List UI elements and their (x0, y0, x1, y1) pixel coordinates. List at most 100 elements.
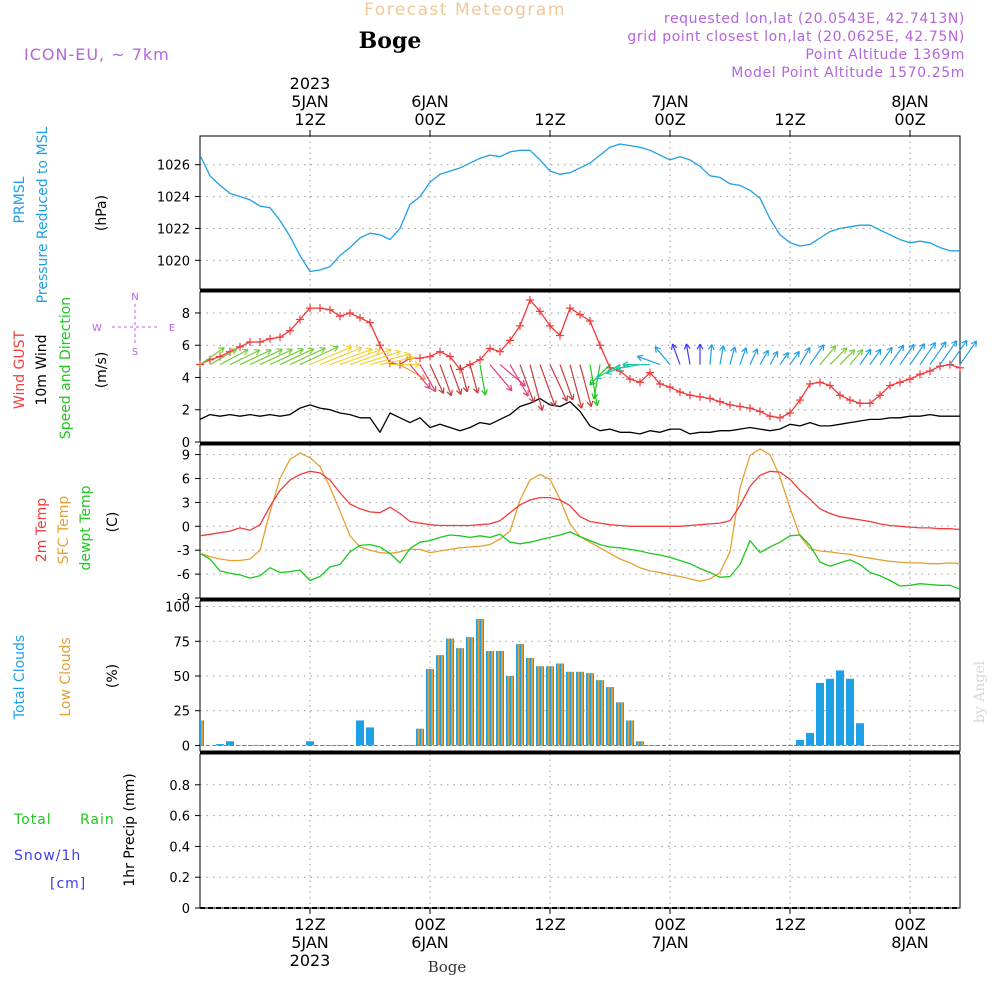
arrow-shaft (499, 364, 526, 387)
arrow-head (345, 345, 352, 348)
arrow-shaft (769, 351, 779, 365)
arrow-shaft (479, 364, 486, 396)
wind-label: 10m Wind (34, 334, 50, 405)
total-clouds-bar (496, 651, 504, 746)
wind-direction-arrow (889, 344, 905, 365)
panel-2: 0 2 4 6 8 (182, 291, 961, 451)
arrow-shaft (919, 342, 936, 365)
gust-marker (876, 391, 884, 400)
low-clouds-bar (441, 655, 443, 746)
low-clouds-bar (547, 666, 550, 746)
arrow-head (466, 385, 470, 393)
arrow-head (367, 348, 373, 355)
arrow-shaft (349, 348, 392, 366)
low-clouds-bar (641, 741, 643, 746)
direction-label: Speed and Direction (58, 297, 74, 439)
wind-direction-arrow (259, 348, 294, 366)
arrow-shaft (839, 349, 856, 366)
arrow-head (741, 347, 747, 353)
wind-direction-arrow (622, 361, 650, 368)
low-clouds-bar (597, 680, 600, 746)
arrow-shaft (719, 345, 724, 365)
total-clouds-bar (226, 741, 234, 746)
wind-direction-arrow (809, 344, 825, 365)
gust-marker (596, 341, 604, 350)
arrow-head (522, 380, 526, 387)
arrow-head (772, 350, 778, 356)
gust-marker (526, 296, 534, 305)
gust-marker (706, 394, 714, 403)
arrow-head (218, 347, 225, 349)
arrow-head (934, 342, 937, 349)
arrow-head (944, 341, 947, 348)
total-clouds-bar (796, 739, 804, 746)
arrow-shaft (279, 348, 315, 366)
y-tick-label: 0.8 (169, 779, 190, 794)
y-tick-label: 1026 (157, 159, 190, 174)
y-tick-label: 1020 (157, 254, 190, 269)
wind-direction-arrow (729, 346, 737, 365)
arrow-head (844, 347, 848, 354)
panel-frame (199, 444, 961, 599)
gust-marker (936, 362, 944, 371)
arrow-shaft (529, 364, 543, 411)
bottom-time-label: 00Z (894, 915, 925, 934)
arrow-shaft (799, 347, 811, 365)
wind-direction-arrow (819, 345, 837, 365)
gust-marker (256, 338, 264, 346)
wind-direction-arrow (269, 348, 304, 366)
wind-direction-arrow (683, 343, 691, 365)
arrow-head (533, 396, 536, 403)
total-clouds-bar (616, 702, 624, 746)
arrow-shaft (685, 343, 691, 365)
arrow-head (572, 393, 575, 401)
wind-direction-arrow (509, 364, 529, 397)
gust-marker (726, 400, 734, 409)
wind-direction-arrow (789, 350, 800, 365)
arrow-shaft (859, 348, 872, 365)
bottom-time-label: 8JAN (891, 933, 929, 952)
wind-direction-arrow (289, 347, 326, 366)
total-clouds-bar (586, 673, 594, 746)
bottom-time-label: 00Z (414, 915, 445, 934)
arrow-head (455, 390, 462, 395)
low-clouds-bar (447, 638, 450, 746)
arrow-shaft (899, 344, 915, 365)
wind-direction-arrow (909, 343, 926, 365)
low-clouds-bar (427, 669, 430, 746)
gust-marker (316, 304, 324, 313)
y-tick-label: 8 (182, 307, 190, 322)
bottom-time-label: 7JAN (651, 933, 689, 952)
prmsl-label: PRMSL (12, 176, 28, 223)
gust-marker (746, 404, 754, 413)
arrow-shaft (569, 364, 583, 409)
arrow-shaft (589, 364, 611, 386)
bottom-time-label: 00Z (654, 915, 685, 934)
gust-marker (476, 355, 484, 364)
top-time-label: 8JAN (891, 92, 929, 111)
dewpt-label: dewpt Temp (78, 485, 94, 570)
arrow-head (856, 348, 863, 353)
low-clouds-bar (461, 648, 463, 746)
arrow-shaft (949, 339, 968, 365)
top-time-label: 00Z (414, 110, 445, 129)
arrow-head (267, 349, 272, 356)
grid-point-coords: grid point closest lon,lat (20.0625E, 42… (627, 29, 965, 45)
arrow-shaft (329, 348, 373, 366)
arrow-shaft (879, 346, 893, 365)
arrow-head (762, 349, 769, 354)
low-clouds-bar (451, 638, 453, 746)
wind-direction-arrow (199, 347, 225, 366)
total-clouds-bar (836, 670, 844, 746)
wind-unit-label: (m/s) (94, 352, 110, 389)
low-clouds-bar (481, 619, 483, 746)
total-clouds-bar (626, 720, 634, 746)
low-clouds-bar (467, 637, 470, 746)
top-time-label: 12Z (294, 110, 325, 129)
arrow-head (477, 387, 480, 394)
wind-direction-arrow (249, 348, 284, 366)
wind-direction-arrow (749, 348, 759, 365)
gust-marker (266, 334, 274, 343)
arrow-head (288, 349, 294, 355)
top-time-label: 5JAN (291, 92, 329, 111)
